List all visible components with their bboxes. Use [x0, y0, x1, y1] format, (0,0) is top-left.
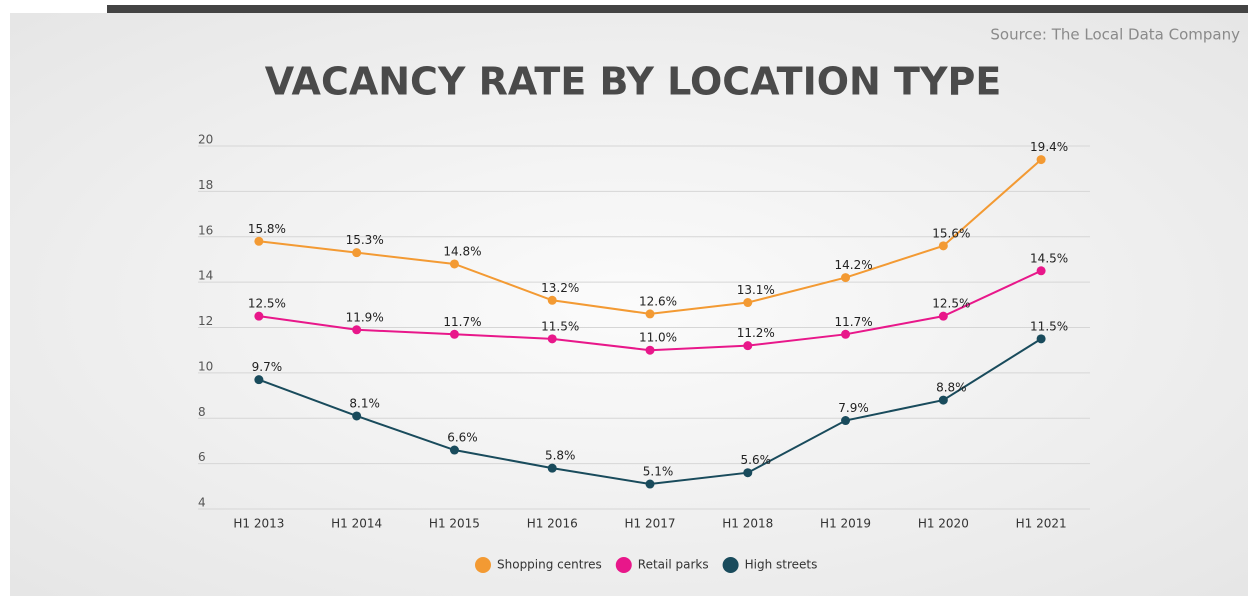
legend-label: High streets — [745, 558, 818, 572]
data-point — [743, 298, 753, 308]
y-tick-label: 6 — [198, 450, 206, 464]
x-tick-label: H1 2018 — [722, 517, 773, 531]
data-point — [743, 341, 753, 351]
x-tick-label: H1 2020 — [918, 517, 969, 531]
background — [10, 13, 1248, 596]
data-label: 11.2% — [737, 326, 775, 340]
data-label: 5.1% — [643, 465, 674, 479]
data-point — [352, 411, 362, 421]
data-label: 19.4% — [1030, 140, 1068, 154]
data-point — [254, 236, 264, 246]
x-tick-label: H1 2014 — [331, 517, 382, 531]
data-point — [645, 479, 655, 489]
data-label: 5.8% — [545, 449, 576, 463]
y-tick-label: 10 — [198, 359, 213, 373]
y-tick-label: 20 — [198, 133, 213, 147]
data-label: 15.8% — [248, 222, 286, 236]
data-label: 9.7% — [252, 360, 283, 374]
data-label: 11.0% — [639, 331, 677, 345]
data-point — [938, 241, 948, 251]
data-point — [352, 248, 362, 258]
y-tick-label: 16 — [198, 223, 213, 237]
data-label: 11.5% — [1030, 319, 1068, 333]
data-label: 15.3% — [346, 233, 384, 247]
x-tick-label: H1 2016 — [527, 517, 578, 531]
data-label: 7.9% — [838, 401, 869, 415]
data-point — [938, 311, 948, 321]
data-point — [841, 273, 851, 283]
legend-marker — [722, 557, 739, 573]
legend-label: Shopping centres — [497, 558, 602, 572]
top-bar — [107, 5, 1248, 13]
data-label: 5.6% — [741, 453, 772, 467]
data-point — [352, 325, 362, 335]
data-point — [449, 445, 459, 455]
legend-marker — [475, 557, 491, 573]
data-point — [547, 463, 557, 473]
data-label: 12.6% — [639, 294, 677, 308]
y-tick-label: 18 — [198, 178, 213, 192]
data-label: 6.6% — [447, 431, 478, 445]
legend-label: Retail parks — [638, 558, 709, 572]
x-tick-label: H1 2021 — [1016, 517, 1067, 531]
data-point — [841, 416, 851, 426]
y-tick-label: 4 — [198, 496, 206, 510]
data-point — [645, 309, 655, 319]
data-label: 8.1% — [349, 396, 380, 410]
data-point — [1036, 334, 1046, 344]
data-label: 15.6% — [932, 226, 970, 240]
x-tick-label: H1 2017 — [624, 517, 675, 531]
data-point — [645, 345, 655, 355]
data-point — [547, 334, 557, 344]
data-point — [449, 329, 459, 339]
data-point — [1036, 266, 1046, 276]
data-point — [938, 395, 948, 405]
data-label: 12.5% — [932, 297, 970, 311]
data-point — [254, 311, 264, 321]
data-point — [1036, 155, 1046, 165]
x-tick-label: H1 2015 — [429, 517, 480, 531]
data-point — [254, 375, 264, 385]
y-tick-label: 12 — [198, 314, 213, 328]
data-label: 12.5% — [248, 297, 286, 311]
y-tick-label: 14 — [198, 269, 213, 283]
data-point — [841, 329, 851, 339]
data-label: 14.2% — [834, 258, 872, 272]
data-label: 11.5% — [541, 319, 579, 333]
data-point — [449, 259, 459, 269]
data-label: 11.9% — [346, 310, 384, 324]
data-label: 13.2% — [541, 281, 579, 295]
data-point — [743, 468, 753, 478]
chart-title: VACANCY RATE BY LOCATION TYPE — [265, 60, 1002, 104]
data-label: 11.7% — [443, 315, 481, 329]
x-tick-label: H1 2013 — [233, 517, 284, 531]
data-label: 14.8% — [443, 244, 481, 258]
data-label: 11.7% — [834, 315, 872, 329]
data-label: 8.8% — [936, 381, 967, 395]
data-label: 14.5% — [1030, 251, 1068, 265]
x-tick-label: H1 2019 — [820, 517, 871, 531]
y-tick-label: 8 — [198, 405, 206, 419]
data-point — [547, 295, 557, 305]
data-label: 13.1% — [737, 283, 775, 297]
source: Source: The Local Data Company — [990, 26, 1240, 44]
legend-marker — [615, 557, 632, 573]
